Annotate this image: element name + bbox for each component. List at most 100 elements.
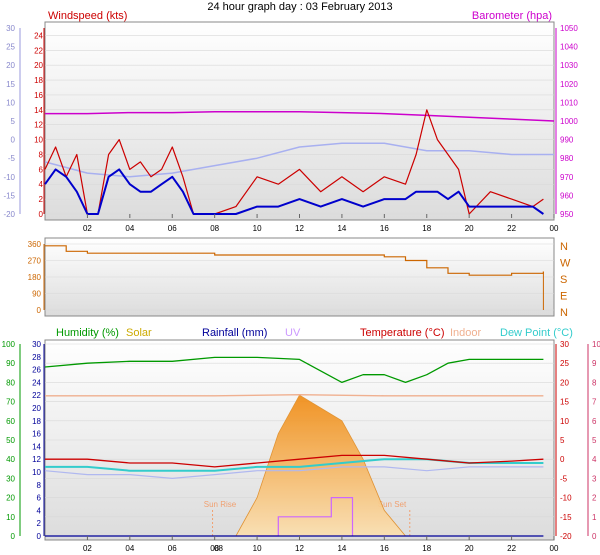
uv-tick-label: 3 xyxy=(592,474,597,483)
x-tick-label: 22 xyxy=(507,224,516,233)
x-tick-label: 16 xyxy=(380,224,389,233)
x-extra-tick-label: 08 xyxy=(214,544,223,553)
baro-tick-label: 1010 xyxy=(560,98,578,107)
rainfall-tick-label: 28 xyxy=(32,353,41,362)
wind-tick-label: 0 xyxy=(39,210,44,219)
wind-tick-label: 16 xyxy=(34,91,43,100)
uv-line xyxy=(257,497,354,537)
wind-tick-label: 10 xyxy=(34,136,43,145)
direction-tick-label: 360 xyxy=(28,240,42,249)
rainfall-tick-label: 4 xyxy=(37,506,42,515)
x-tick-label: 08 xyxy=(210,544,219,553)
x-tick-label: 12 xyxy=(295,544,304,553)
temperature-tick-label: 30 xyxy=(560,340,569,349)
humidity-tick-label: 40 xyxy=(6,455,15,464)
windchill-line xyxy=(44,466,544,479)
wind-average-line xyxy=(44,168,544,215)
rainfall-tick-label: 22 xyxy=(32,391,41,400)
sunset-label: Sun Set xyxy=(378,500,407,509)
rainfall-tick-label: 18 xyxy=(32,417,41,426)
baro-tick-label: 1000 xyxy=(560,117,578,126)
temperature-tick-label: -5 xyxy=(560,474,568,483)
wind-tick-label: 8 xyxy=(39,150,44,159)
direction-line xyxy=(45,245,545,276)
temp-tick-label: -20 xyxy=(3,210,15,219)
x-tick-label: 08 xyxy=(210,224,219,233)
x-tick-label: 00 xyxy=(550,224,559,233)
humidity-tick-label: 80 xyxy=(6,378,15,387)
temp-tick-label: -10 xyxy=(3,173,15,182)
direction-tick-label: 0 xyxy=(37,306,42,315)
dewpoint-legend: Dew Point (°C) xyxy=(500,327,573,339)
humidity-tick-label: 100 xyxy=(2,340,16,349)
baro-tick-label: 990 xyxy=(560,136,574,145)
temp-tick-label: 5 xyxy=(11,117,16,126)
humidity-tick-label: 30 xyxy=(6,474,15,483)
uv-tick-label: 1 xyxy=(592,513,597,522)
uv-tick-label: 0 xyxy=(592,532,597,541)
graph-title: 24 hour graph day : 03 February 2013 xyxy=(207,1,392,13)
wind-tick-label: 2 xyxy=(39,195,44,204)
x-tick-label: 12 xyxy=(295,224,304,233)
direction-tick-label: 270 xyxy=(28,257,42,266)
x-tick-label: 00 xyxy=(550,544,559,553)
temperature-tick-label: 20 xyxy=(560,378,569,387)
humidity-tick-label: 50 xyxy=(6,436,15,445)
uv-tick-label: 4 xyxy=(592,455,597,464)
temp-tick-label: 0 xyxy=(11,136,16,145)
indoor-line xyxy=(45,394,544,397)
baro-tick-label: 1030 xyxy=(560,61,578,70)
wind-tick-label: 14 xyxy=(34,106,43,115)
temperature-line xyxy=(45,454,544,468)
uv-tick-label: 2 xyxy=(592,494,597,503)
x-tick-label: 22 xyxy=(507,544,516,553)
temp-tick-label: 25 xyxy=(6,43,15,52)
direction-tick-label: 180 xyxy=(28,273,42,282)
temp-ghost-line xyxy=(44,142,554,178)
baro-tick-label: 970 xyxy=(560,173,574,182)
x-tick-label: 18 xyxy=(422,544,431,553)
baro-tick-label: 1050 xyxy=(560,24,578,33)
baro-tick-label: 1040 xyxy=(560,43,578,52)
wind-tick-label: 6 xyxy=(39,165,44,174)
compass-label: N xyxy=(560,241,568,253)
solar-legend: Solar xyxy=(126,327,152,339)
windspeed-legend: Windspeed (kts) xyxy=(48,10,127,22)
x-tick-label: 10 xyxy=(253,544,262,553)
temperature-tick-label: 15 xyxy=(560,398,569,407)
compass-label: N xyxy=(560,307,568,319)
temp-tick-label: -15 xyxy=(3,191,15,200)
humidity-tick-label: 60 xyxy=(6,417,15,426)
rainfall-tick-label: 14 xyxy=(32,442,41,451)
humidity-tick-label: 20 xyxy=(6,494,15,503)
x-tick-label: 10 xyxy=(253,224,262,233)
humidity-legend: Humidity (%) xyxy=(56,327,119,339)
x-tick-label: 20 xyxy=(465,544,474,553)
compass-label: W xyxy=(560,258,571,270)
uv-tick-label: 8 xyxy=(592,378,597,387)
temperature-legend: Temperature (°C) xyxy=(360,327,444,339)
temp-tick-label: 15 xyxy=(6,80,15,89)
wind-tick-label: 12 xyxy=(34,121,43,130)
temperature-tick-label: 25 xyxy=(560,359,569,368)
rainfall-legend: Rainfall (mm) xyxy=(202,327,267,339)
baro-tick-label: 960 xyxy=(560,191,574,200)
sunrise-label: Sun Rise xyxy=(204,500,237,509)
rainfall-tick-label: 12 xyxy=(32,455,41,464)
plot-layer: 024681012141618202224302520151050-5-10-1… xyxy=(2,24,600,553)
temp-tick-label: 10 xyxy=(6,98,15,107)
rainfall-tick-label: 26 xyxy=(32,366,41,375)
barometer-line xyxy=(45,110,555,122)
compass-label: S xyxy=(560,274,567,286)
indoor-legend: Indoor xyxy=(450,327,482,339)
rainfall-tick-label: 10 xyxy=(32,468,41,477)
uv-tick-label: 9 xyxy=(592,359,597,368)
compass-label: E xyxy=(560,291,567,303)
temp-tick-label: 30 xyxy=(6,24,15,33)
x-tick-label: 02 xyxy=(83,544,92,553)
x-tick-label: 04 xyxy=(125,224,134,233)
rainfall-tick-label: 6 xyxy=(37,494,42,503)
uv-legend: UV xyxy=(285,327,301,339)
barometer-legend: Barometer (hpa) xyxy=(472,10,552,22)
